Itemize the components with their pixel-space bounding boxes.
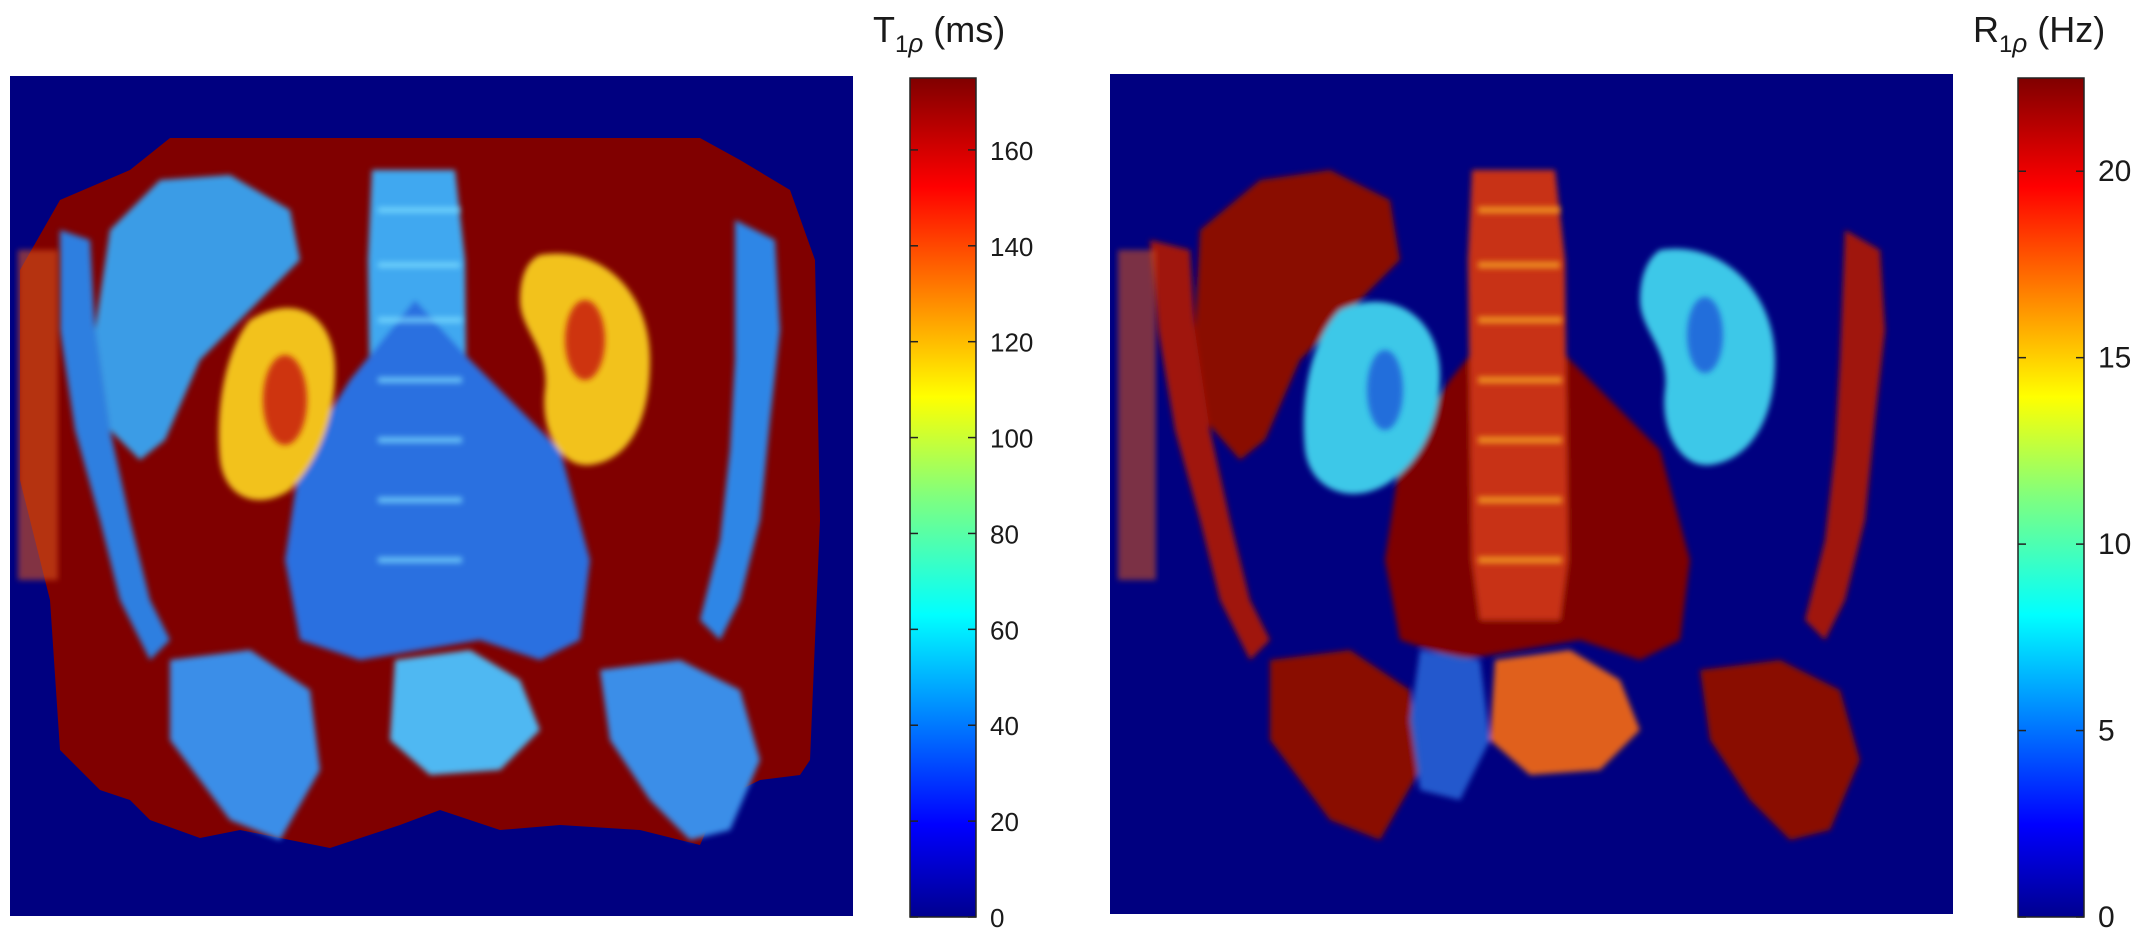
colorbar-tick-label: 20	[990, 807, 1019, 837]
left-abdominal-wall	[1150, 240, 1270, 660]
left-abdominal-wall	[60, 230, 170, 660]
right-iliac	[600, 660, 760, 840]
colorbar-tick-label: 20	[2098, 155, 2131, 188]
left-edge-strip	[18, 250, 58, 580]
kidney-inner-detail	[263, 300, 605, 445]
colorbar-tick-label: 15	[2098, 342, 2131, 375]
t1rho-colorbar: 0 20 40 60 80 100 120 140 160 T1ρ (ms)	[873, 9, 1033, 933]
left-iliac	[1270, 650, 1420, 840]
t1rho-map-image	[10, 76, 853, 916]
pelvic-soft-tissue	[1410, 650, 1490, 800]
r1rho-colorbar: 0 5 10 15 20 R1ρ (Hz)	[1973, 9, 2131, 934]
colorbar-tick-label: 100	[990, 424, 1033, 454]
vertebra-markings	[378, 207, 462, 563]
central-muscle	[285, 300, 590, 660]
liver-region	[95, 175, 300, 460]
colorbar-title: T1ρ (ms)	[873, 9, 1005, 58]
colorbar-tick-label: 40	[990, 711, 1019, 741]
colorbar-ticks: 0 5 10 15 20	[2018, 155, 2131, 934]
r1rho-map-image	[1110, 74, 1953, 914]
colorbar-tick-label: 10	[2098, 528, 2131, 561]
colorbar-title: R1ρ (Hz)	[1973, 9, 2105, 58]
vertebra-markings	[1478, 206, 1562, 564]
colorbar-tick-label: 0	[990, 903, 1004, 933]
right-iliac	[1700, 660, 1860, 840]
colorbar-tick-label: 140	[990, 232, 1033, 262]
spine-region	[1468, 170, 1568, 620]
colorbar-tick-label: 60	[990, 615, 1019, 645]
liver-region	[1195, 170, 1400, 460]
colorbar-tick-label: 0	[2098, 901, 2115, 934]
kidney-inner-detail	[1367, 297, 1723, 430]
colorbar-tick-label: 80	[990, 519, 1019, 549]
right-abdominal-wall	[700, 220, 780, 640]
sacrum-region	[1490, 650, 1640, 775]
colorbar-gradient	[2017, 77, 2085, 918]
colorbar-tick-label: 160	[990, 136, 1033, 166]
colorbar-tick-label: 120	[990, 328, 1033, 358]
right-abdominal-wall	[1805, 230, 1885, 640]
sacrum-region	[390, 650, 540, 775]
left-iliac	[170, 650, 320, 840]
colorbar-tick-label: 5	[2098, 715, 2115, 748]
left-edge-strip	[1118, 250, 1156, 580]
colorbar-ticks: 0 20 40 60 80 100 120 140 160	[910, 136, 1033, 933]
colorbar-gradient	[909, 77, 977, 918]
